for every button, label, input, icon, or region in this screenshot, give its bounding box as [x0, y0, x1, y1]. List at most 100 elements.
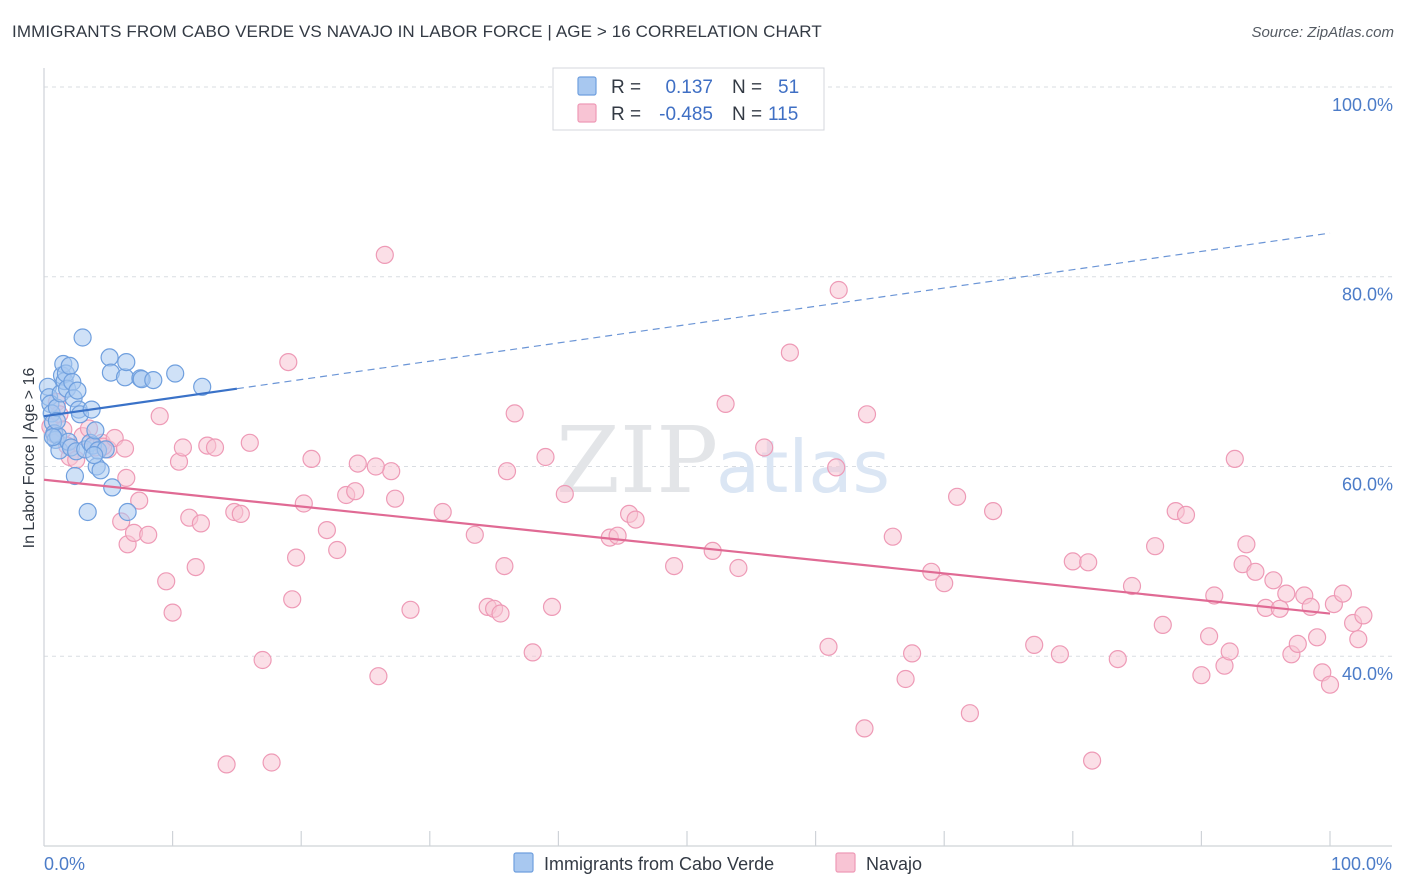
- navajo-point: [317, 520, 336, 540]
- navajo-point: [497, 462, 517, 481]
- y-tick-label: 100.0%: [1332, 95, 1393, 115]
- cabo-verde-point: [144, 371, 163, 390]
- navajo-point: [386, 489, 405, 508]
- navajo-point: [608, 526, 627, 545]
- navajo-point: [366, 457, 385, 476]
- navajo-point: [139, 525, 158, 544]
- navajo-point: [346, 482, 365, 501]
- y-tick-label: 40.0%: [1342, 664, 1393, 684]
- cabo-verde-point: [91, 461, 110, 480]
- navajo-point: [935, 574, 954, 593]
- navajo-point: [1246, 562, 1265, 581]
- bottom-legend-label-cabo: Immigrants from Cabo Verde: [544, 854, 774, 874]
- navajo-point: [1288, 634, 1307, 654]
- navajo-point: [262, 753, 281, 772]
- navajo-point: [1225, 449, 1244, 468]
- x-tick-marks: [172, 831, 1331, 846]
- navajo-point: [150, 407, 169, 426]
- navajo-point: [755, 438, 774, 457]
- cabo-verde-point: [166, 364, 185, 383]
- navajo-point: [287, 548, 306, 567]
- legend-bottom: Immigrants from Cabo Verde Navajo: [513, 852, 922, 874]
- navajo-point: [819, 637, 838, 656]
- navajo-point: [1277, 584, 1296, 603]
- y-tick-label: 80.0%: [1342, 285, 1393, 305]
- navajo-point: [947, 487, 967, 506]
- navajo-point: [780, 343, 800, 362]
- legend-r-value-cabo: 0.137: [665, 77, 713, 98]
- navajo-point: [716, 394, 735, 413]
- navajo-point: [294, 494, 313, 513]
- navajo-point: [626, 510, 645, 529]
- navajo-point: [1307, 628, 1327, 647]
- navajo-point: [186, 557, 205, 577]
- navajo-point: [163, 603, 182, 622]
- legend-n-value-cabo: 51: [778, 77, 799, 98]
- bottom-legend-swatch-navajo: [835, 852, 856, 873]
- x-tick-label-max: 100.0%: [1331, 854, 1392, 874]
- navajo-point: [1063, 552, 1082, 571]
- cabo-verde-point: [78, 502, 97, 522]
- navajo-point: [279, 353, 298, 372]
- navajo-point: [1145, 537, 1165, 556]
- navajo-point: [1354, 606, 1373, 625]
- legend-n-label-cabo: N =: [732, 77, 762, 98]
- navajo-point: [1192, 666, 1211, 685]
- navajo-point: [217, 755, 236, 774]
- axes: [43, 68, 1392, 847]
- cabo-verde-point: [115, 368, 135, 387]
- cabo-verde-point: [65, 466, 85, 486]
- grid-lines: [44, 86, 1392, 657]
- cabo-verde-points: [38, 328, 212, 522]
- navajo-point: [115, 439, 135, 458]
- y-axis-title: In Labor Force | Age > 16: [21, 368, 38, 549]
- bottom-legend-label-navajo: Navajo: [866, 854, 922, 874]
- navajo-point: [231, 504, 250, 524]
- navajo-point: [1153, 615, 1172, 635]
- navajo-point: [902, 644, 922, 663]
- navajo-point: [375, 245, 394, 264]
- navajo-point: [1220, 642, 1239, 661]
- navajo-point: [1349, 630, 1368, 649]
- navajo-point: [829, 280, 848, 300]
- navajo-point: [555, 484, 574, 504]
- navajo-point: [1050, 645, 1070, 664]
- cabo-verde-trend-extension: [236, 232, 1331, 390]
- navajo-point: [130, 491, 149, 510]
- navajo-point: [664, 556, 684, 576]
- cabo-verde-point: [68, 381, 87, 400]
- y-tick-labels: 40.0% 60.0% 80.0% 100.0%: [1332, 95, 1393, 684]
- navajo-point: [302, 449, 321, 468]
- legend-r-value-navajo: -0.485: [659, 104, 713, 125]
- navajo-point: [1264, 571, 1283, 590]
- navajo-point: [883, 527, 902, 546]
- navajo-point: [1082, 751, 1102, 770]
- navajo-point: [1122, 576, 1142, 596]
- navajo-point: [253, 650, 272, 670]
- navajo-point: [173, 438, 192, 457]
- legend-n-label-navajo: N =: [732, 104, 762, 125]
- watermark-zip: ZIP: [556, 407, 718, 514]
- navajo-point: [827, 458, 846, 477]
- navajo-point: [1333, 584, 1353, 603]
- cabo-verde-point: [117, 353, 136, 372]
- cabo-verde-trend-line: [43, 387, 238, 418]
- navajo-point: [896, 669, 915, 689]
- legend-top: R = 0.137 N = 51 R = -0.485 N = 115: [552, 67, 825, 131]
- navajo-point: [857, 405, 877, 424]
- navajo-point: [1108, 649, 1127, 669]
- navajo-point: [855, 719, 874, 738]
- navajo-point: [536, 447, 555, 467]
- legend-swatch-cabo: [577, 76, 597, 96]
- navajo-point: [283, 590, 302, 609]
- watermark: ZIP atlas: [556, 407, 890, 514]
- navajo-point: [1237, 535, 1256, 554]
- navajo-point: [191, 514, 210, 533]
- legend-r-label-navajo: R =: [611, 104, 641, 125]
- source-label: Source: ZipAtlas.com: [1251, 24, 1394, 41]
- cabo-verde-point: [73, 328, 92, 347]
- navajo-point: [983, 502, 1003, 521]
- cabo-verde-point: [85, 446, 104, 465]
- navajo-point: [1320, 675, 1340, 694]
- navajo-point: [433, 502, 452, 522]
